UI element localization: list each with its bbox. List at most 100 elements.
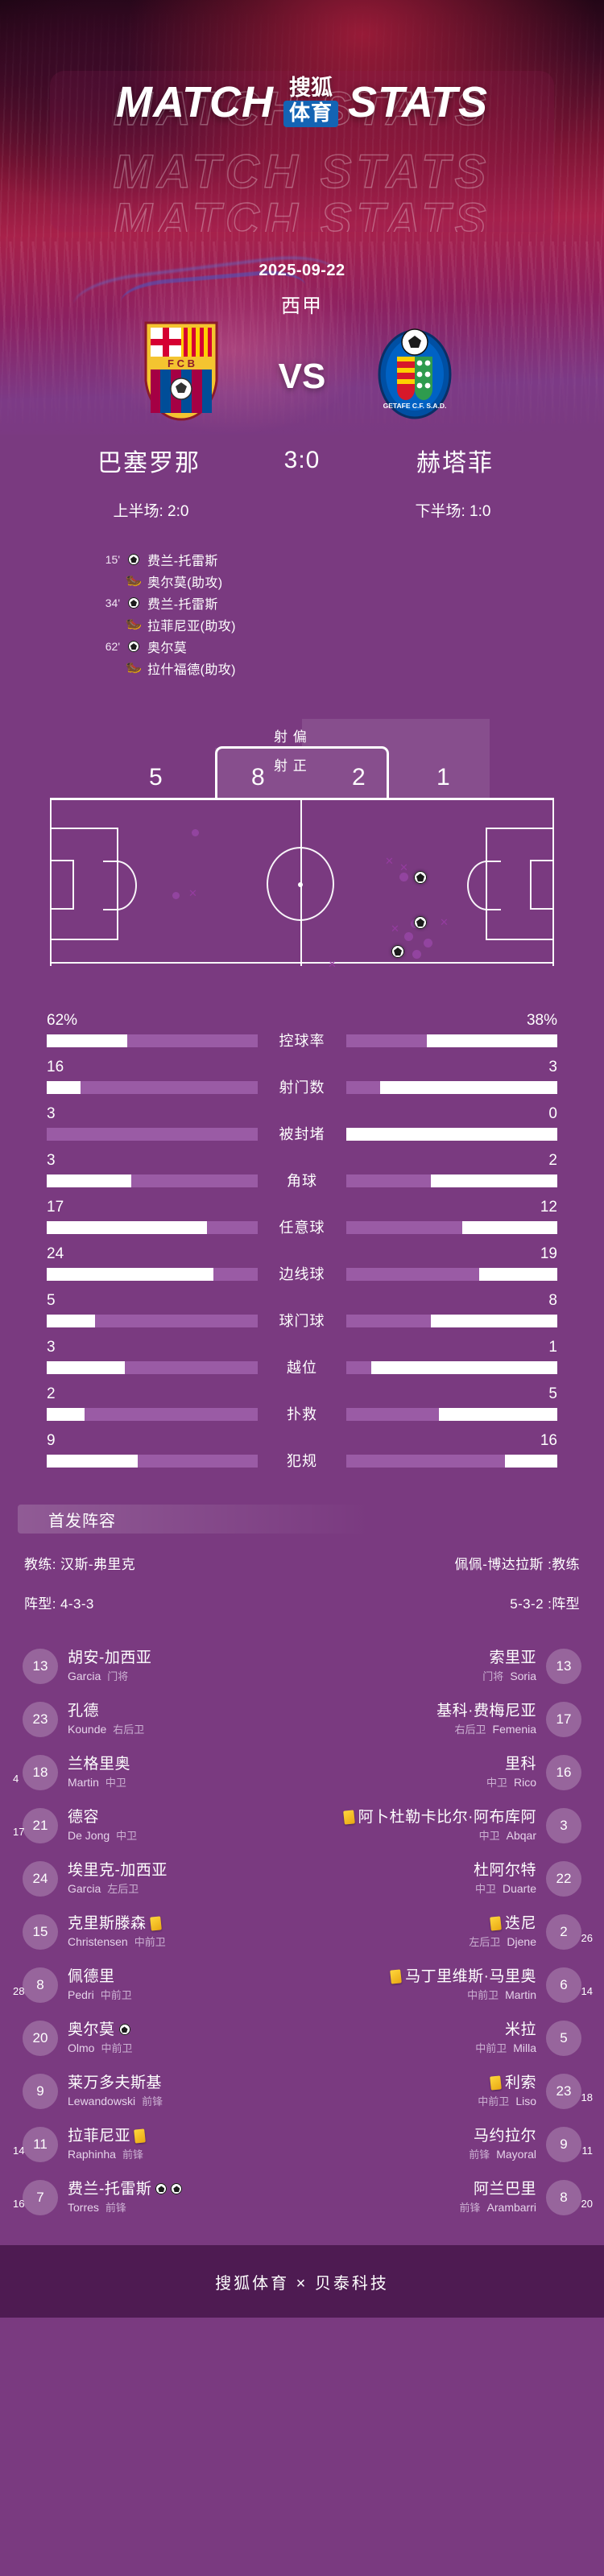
stat-bar-away-fill xyxy=(346,1174,431,1187)
player-shirt-number: 23 xyxy=(23,1702,58,1737)
stat-away-value: 5 xyxy=(548,1385,557,1402)
player-shirt-number: 13 xyxy=(546,1649,581,1684)
player-shirt-number: 16 xyxy=(546,1755,581,1790)
player-name: 佩德里 xyxy=(68,1968,292,1985)
player-number-wrap: 23 18 xyxy=(546,2074,593,2109)
goal-ball-icon xyxy=(414,916,427,929)
away-off-target-count: 1 xyxy=(436,764,450,791)
player-number-wrap: 9 11 xyxy=(546,2127,593,2162)
player-info: 克里斯滕森 Christensen 中前卫 xyxy=(58,1915,302,1949)
stat-home-value: 16 xyxy=(47,1059,64,1075)
logo-word-match: MATCH xyxy=(116,78,274,126)
player-meta: Liso 中前卫 xyxy=(312,2093,536,2108)
player-name: 德容 xyxy=(68,1809,292,1826)
player-position: 左后卫 xyxy=(469,1936,501,1949)
stat-row: 9 16 犯规 xyxy=(47,1432,557,1479)
lineup-player-row: 9 莱万多夫斯基 Lewandowski 前锋 xyxy=(14,2065,302,2118)
player-latin-name: Liso xyxy=(515,2095,536,2108)
versus-label: VS xyxy=(278,356,326,396)
player-info: 索里亚 Soria 门将 xyxy=(302,1649,546,1683)
shot-marker xyxy=(412,950,421,959)
home-team-crest: F C B xyxy=(141,318,230,435)
stat-bar-away xyxy=(346,1174,557,1187)
sohu-sports-badge: 搜狐 体育 xyxy=(283,77,338,127)
stat-bar-away-fill xyxy=(346,1408,440,1421)
stat-label: 角球 xyxy=(287,1173,317,1189)
stat-bar-away xyxy=(346,1408,557,1421)
player-name: 兰格里奥 xyxy=(68,1756,292,1773)
goal-ball-icon xyxy=(155,2183,168,2195)
player-meta: Christensen 中前卫 xyxy=(68,1934,292,1949)
player-number-wrap: 23 xyxy=(14,1702,58,1737)
player-position: 门将 xyxy=(107,1670,129,1683)
player-shirt-number: 5 xyxy=(546,2021,581,2056)
player-position: 中卫 xyxy=(116,1830,138,1843)
bottom-touchline xyxy=(50,962,554,964)
player-latin-name: Djene xyxy=(507,1935,536,1949)
player-latin-name: Pedri xyxy=(68,1988,94,2002)
player-info: 孔德 Kounde 右后卫 xyxy=(58,1703,302,1736)
stat-row: 62% 38% 控球率 xyxy=(47,1012,557,1059)
stat-bar-home xyxy=(47,1128,258,1141)
substitute-number: 4 xyxy=(13,1773,19,1785)
shot-marker xyxy=(399,873,408,881)
home-coach: 教练: 汉斯-弗里克 xyxy=(24,1557,136,1572)
away-coach: 佩佩-博达拉斯 :教练 xyxy=(454,1557,580,1572)
player-info: 杜阿尔特 Duarte 中卫 xyxy=(302,1862,546,1896)
player-number-wrap: 5 xyxy=(546,2021,590,2056)
player-latin-name: Christensen xyxy=(68,1935,128,1949)
player-name-text: 索里亚 xyxy=(489,1649,536,1666)
home-team-name: 巴塞罗那 xyxy=(97,450,201,477)
stat-row: 3 2 角球 xyxy=(47,1152,557,1199)
stat-label: 被封堵 xyxy=(279,1126,325,1142)
stat-away-value: 0 xyxy=(548,1105,557,1122)
player-shirt-number: 7 xyxy=(23,2180,58,2215)
player-name-text: 费兰-托雷斯 xyxy=(68,2180,152,2198)
stat-bar-away-fill xyxy=(346,1221,463,1234)
player-position: 中前卫 xyxy=(478,2095,510,2108)
away-team-crest: GETAFE C.F. S.A.D. xyxy=(374,318,463,435)
player-meta: Milla 中前卫 xyxy=(312,2040,536,2055)
formation-row: 阵型: 4-3-3 5-3-2 :阵型 xyxy=(0,1592,604,1612)
player-number-wrap: 8 20 xyxy=(546,2180,593,2215)
player-number-wrap: 13 xyxy=(546,1649,590,1684)
shot-breakdown: 射 偏 射 正 5 8 2 1 ✕ ✕ xyxy=(0,717,604,983)
goal-ball-icon xyxy=(171,2183,183,2195)
goal-event-row: 34' 费兰-托雷斯 xyxy=(93,592,604,613)
coach-row: 教练: 汉斯-弗里克 佩佩-博达拉斯 :教练 xyxy=(0,1553,604,1573)
lineup-player-row: 7 16 费兰-托雷斯 Torres 前锋 xyxy=(13,2171,302,2224)
stat-label: 射门数 xyxy=(279,1080,325,1096)
center-circle xyxy=(267,847,334,921)
lineup-player-row: 11 14 拉菲尼亚 Raphinha 前锋 xyxy=(13,2118,302,2171)
stat-bar-home xyxy=(47,1081,258,1094)
player-info: 兰格里奥 Martin 中卫 xyxy=(58,1756,302,1790)
substitute-number: 26 xyxy=(581,1932,593,1944)
goal-ball-icon xyxy=(120,597,147,609)
goal-ball-icon xyxy=(120,640,147,653)
player-number-wrap: 15 xyxy=(14,1914,58,1950)
stat-label: 越位 xyxy=(287,1360,317,1376)
player-name-text: 兰格里奥 xyxy=(68,1755,131,1773)
lineup-player-row: 5 米拉 Milla 中前卫 xyxy=(302,2012,590,2065)
player-shirt-number: 11 xyxy=(23,2127,58,2162)
stat-bar-home-fill xyxy=(85,1408,258,1421)
player-latin-name: De Jong xyxy=(68,1829,110,1843)
stat-bar-away-fill xyxy=(346,1268,480,1281)
stat-home-value: 17 xyxy=(47,1199,64,1216)
left-six-yard-box xyxy=(50,860,74,910)
player-shirt-number: 8 xyxy=(546,2180,581,2215)
player-number-wrap: 24 xyxy=(14,1861,58,1897)
player-meta: Lewandowski 前锋 xyxy=(68,2093,292,2108)
player-number-wrap: 18 4 xyxy=(13,1755,58,1790)
player-info: 迭尼 Djene 左后卫 xyxy=(302,1915,546,1949)
substitute-number: 14 xyxy=(581,1985,593,1997)
player-shirt-number: 8 xyxy=(23,1967,58,2003)
player-name: 迭尼 xyxy=(312,1915,536,1932)
player-number-wrap: 17 xyxy=(546,1702,590,1737)
stat-bar-home xyxy=(47,1408,258,1421)
player-name: 基科·费梅尼亚 xyxy=(312,1703,536,1719)
shot-miss-marker: ✕ xyxy=(385,855,394,867)
shot-marker xyxy=(424,939,432,947)
stat-bar-away-fill xyxy=(346,1034,427,1047)
assist-boot-icon: 🥾 xyxy=(124,658,143,677)
